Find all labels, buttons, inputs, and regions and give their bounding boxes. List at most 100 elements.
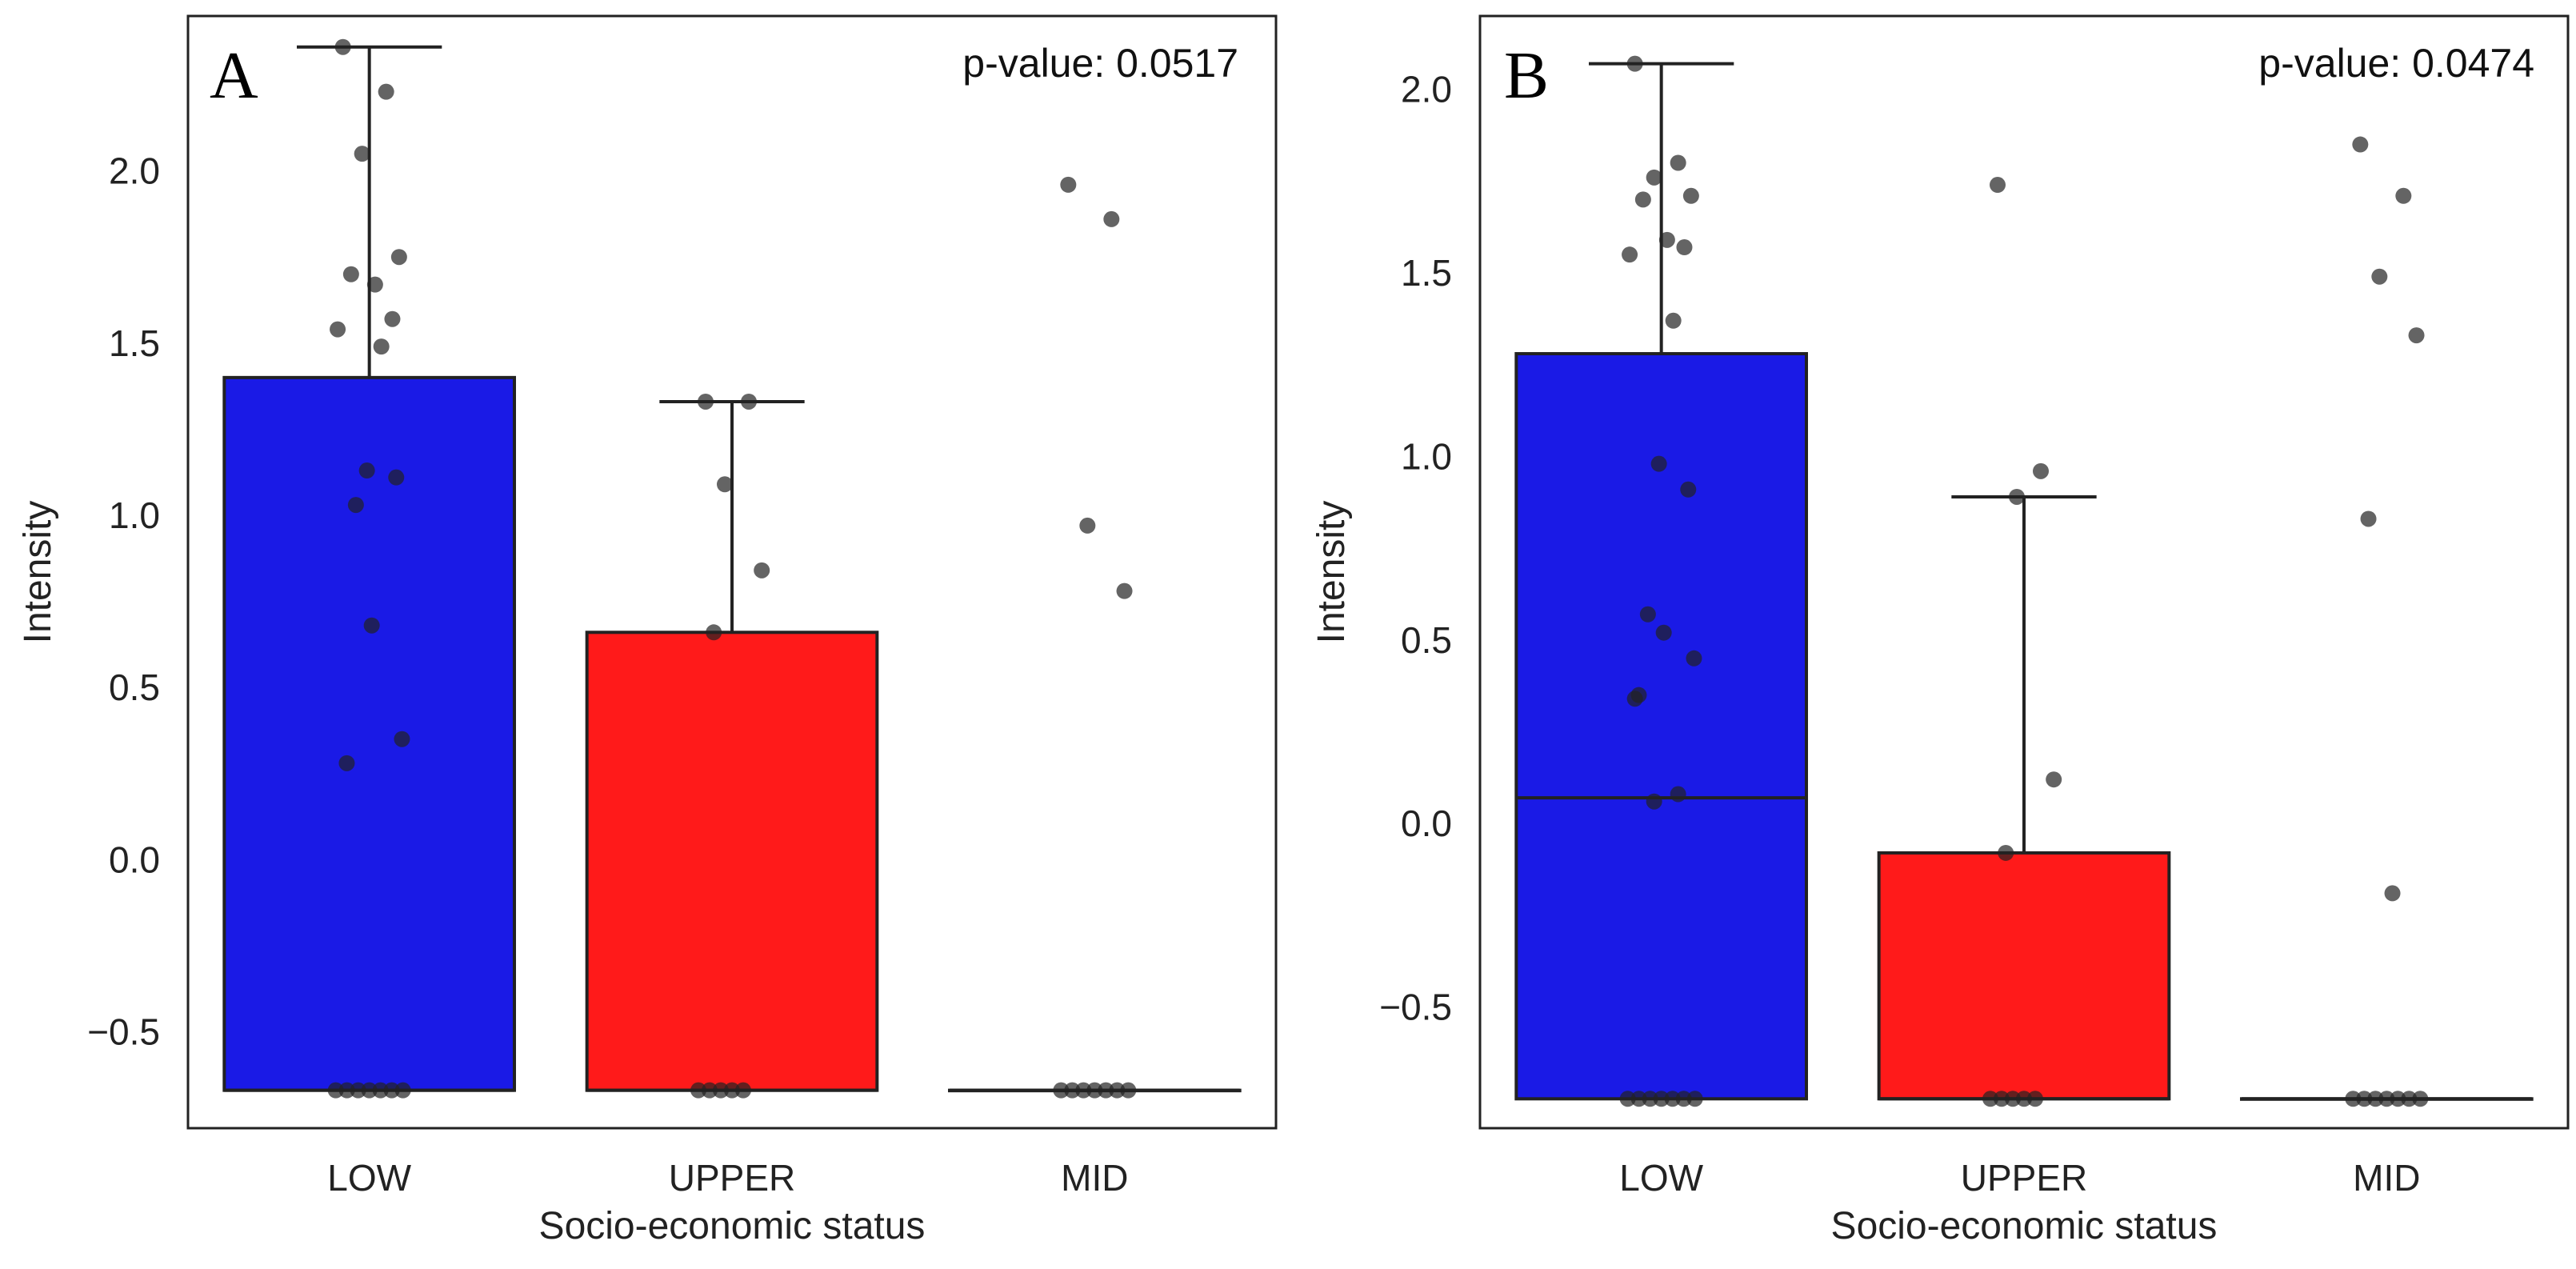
data-point-low xyxy=(354,146,370,162)
data-point-low xyxy=(1686,650,1702,667)
data-point-upper xyxy=(2016,1091,2032,1107)
x-tick-label-upper: UPPER xyxy=(1961,1157,2087,1199)
data-point-mid xyxy=(2378,1091,2395,1107)
y-tick-label: 1.5 xyxy=(109,322,160,364)
panel-a-frame xyxy=(186,14,1278,1130)
data-point-low xyxy=(1664,1091,1681,1107)
data-point-low xyxy=(378,83,394,100)
data-point-low xyxy=(388,469,405,486)
y-tick-label: 2.0 xyxy=(1401,69,1452,110)
data-point-upper xyxy=(2005,1091,2021,1107)
x-tick-label-low: LOW xyxy=(1619,1157,1703,1199)
data-point-low xyxy=(366,276,383,293)
panel-b-frame xyxy=(1478,14,2570,1130)
data-point-low xyxy=(1622,246,1638,263)
data-point-mid xyxy=(1064,1082,1081,1099)
y-tick-label: 1.0 xyxy=(1401,435,1452,477)
data-point-low xyxy=(373,338,390,355)
data-point-upper xyxy=(724,1082,740,1099)
panel-b-y-ticks: −0.5 0.0 0.5 1.0 1.5 2.0 xyxy=(1379,69,1452,1028)
data-point-low xyxy=(361,1082,378,1099)
panel-a-boxes xyxy=(222,45,1242,1093)
data-point-upper xyxy=(2027,1091,2043,1107)
x-tick-label-upper: UPPER xyxy=(669,1157,795,1199)
panel-a-x-ticks: LOW UPPER MID xyxy=(327,1157,1128,1199)
panel-b-x-axis-label: Socio-economic status xyxy=(1831,1205,2218,1247)
data-point-low xyxy=(1680,481,1697,498)
data-point-upper xyxy=(713,1082,729,1099)
data-point-upper xyxy=(717,476,733,493)
panel-a-p-value: p-value: 0.0517 xyxy=(962,41,1238,86)
data-point-mid xyxy=(1116,582,1133,599)
data-point-mid xyxy=(2345,1091,2362,1107)
y-tick-label: 0.0 xyxy=(1401,803,1452,844)
data-point-low xyxy=(1626,691,1643,707)
data-point-low xyxy=(1682,187,1699,204)
data-point-mid xyxy=(1079,517,1096,534)
data-point-mid xyxy=(1086,1082,1103,1099)
y-tick-label: 2.0 xyxy=(109,150,160,192)
data-point-low xyxy=(1650,455,1667,472)
data-point-upper xyxy=(1982,1091,1998,1107)
y-tick-label: 1.0 xyxy=(109,494,160,536)
y-tick-label: 1.5 xyxy=(1401,252,1452,294)
data-point-mid xyxy=(2408,327,2425,344)
data-point-upper xyxy=(2009,488,2025,505)
data-point-low xyxy=(338,755,355,771)
panel-b-y-axis-label: Intensity xyxy=(1310,501,1353,644)
data-point-low xyxy=(363,617,380,634)
panel-a: −0.5 0.0 0.5 1.0 1.5 2.0 LOW UPPER MID A p-valu… xyxy=(17,14,1278,1247)
data-point-low xyxy=(1665,312,1682,329)
data-point-upper xyxy=(2033,462,2049,479)
data-point-mid xyxy=(1109,1082,1126,1099)
data-point-mid xyxy=(2356,1091,2373,1107)
data-point-upper xyxy=(1990,177,2006,194)
x-tick-label-low: LOW xyxy=(327,1157,411,1199)
y-tick-label: −0.5 xyxy=(87,1011,160,1053)
panel-a-y-ticks: −0.5 0.0 0.5 1.0 1.5 2.0 xyxy=(87,150,160,1053)
data-point-low xyxy=(350,1082,366,1099)
data-point-mid xyxy=(1060,176,1077,193)
data-point-upper xyxy=(2046,771,2062,788)
data-point-mid xyxy=(1103,210,1120,227)
data-point-low xyxy=(1658,231,1675,248)
data-point-low xyxy=(1670,154,1686,171)
data-point-low xyxy=(394,1082,411,1099)
data-point-mid xyxy=(2371,268,2388,285)
data-point-low xyxy=(1655,624,1672,641)
data-point-upper xyxy=(1994,1091,2010,1107)
data-point-mid xyxy=(1098,1082,1114,1099)
data-point-low xyxy=(1634,191,1651,208)
data-point-low xyxy=(390,249,407,266)
data-point-low xyxy=(358,462,375,479)
panel-b: −0.5 0.0 0.5 1.0 1.5 2.0 LOW UPPER MID B p-valu… xyxy=(1310,14,2570,1247)
data-point-low xyxy=(1646,793,1662,810)
data-point-mid xyxy=(2384,885,2401,902)
box-low xyxy=(222,375,516,1092)
x-tick-label-mid: MID xyxy=(1061,1157,1128,1199)
y-tick-label: 0.0 xyxy=(109,839,160,880)
y-tick-label: 0.5 xyxy=(1401,619,1452,661)
data-point-low xyxy=(1686,1091,1703,1107)
data-point-low xyxy=(1630,1091,1647,1107)
data-point-low xyxy=(1653,1091,1670,1107)
y-tick-label: 0.5 xyxy=(109,667,160,708)
data-point-low xyxy=(1675,1091,1692,1107)
box-low xyxy=(1514,352,1809,1101)
panel-a-x-axis-label: Socio-economic status xyxy=(539,1205,926,1247)
data-point-low xyxy=(327,1082,344,1099)
data-point-low xyxy=(394,731,410,747)
data-point-mid xyxy=(2390,1091,2406,1107)
data-point-low xyxy=(347,497,364,514)
data-point-upper xyxy=(702,1082,718,1099)
panel-a-points xyxy=(327,38,1137,1099)
panel-a-letter: A xyxy=(210,38,258,113)
data-point-upper xyxy=(690,1082,706,1099)
data-point-mid xyxy=(2401,1091,2418,1107)
data-point-upper xyxy=(754,562,770,578)
data-point-mid xyxy=(2412,1091,2429,1107)
data-point-mid xyxy=(1120,1082,1137,1099)
data-point-mid xyxy=(2360,510,2377,527)
data-point-low xyxy=(383,1082,400,1099)
